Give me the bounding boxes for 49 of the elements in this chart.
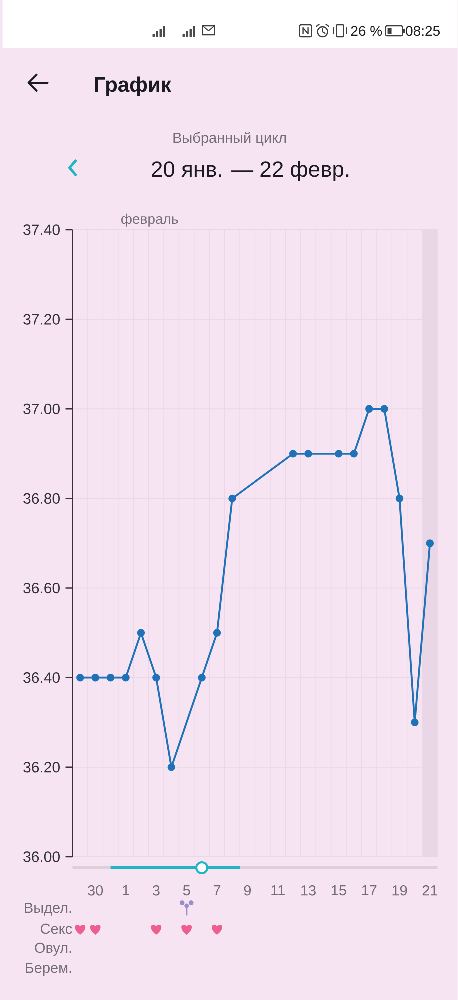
point [228,494,236,503]
x-tick-label: 19 [392,886,408,896]
point [76,674,84,682]
point [168,764,176,772]
text: Выдел. [25,903,72,916]
x-tick-label: 1 [123,886,130,896]
x-tick-label: 13 [302,886,316,896]
text: 20 янв. — 22 февр. [152,161,349,182]
text: февраль [122,214,178,227]
point [396,494,404,503]
point [137,629,146,637]
text: Секс [41,924,72,934]
x-tick-label: 17 [362,886,377,896]
point [426,540,434,548]
x-tick-label: 21 [422,886,438,896]
y-tick-label: 36.00 [24,852,60,862]
y-tick-label: 36.80 [24,493,60,504]
y-tick-label: 37.20 [24,314,60,325]
text: 08:25 [406,26,440,36]
y-tick-label: 37.00 [24,404,60,414]
point [350,450,358,458]
chart-title: График [96,76,172,96]
x-tick-label: 9 [244,886,252,896]
point [411,718,419,726]
point [304,450,312,458]
point [366,405,374,413]
x-tick-label: 15 [332,886,346,896]
point [290,450,298,458]
text: Овул. [35,942,72,956]
x-tick-label: 7 [214,886,221,896]
point [380,405,389,413]
text: 26 % [351,26,382,36]
point [152,674,160,682]
point [198,674,206,682]
point [92,674,100,682]
point [122,674,130,682]
point [107,674,115,682]
point [214,629,222,637]
text: Выбранный цикл [174,132,286,146]
y-tick-label: 36.60 [24,582,60,594]
y-tick-label: 37.40 [24,224,60,236]
y-tick-label: 36.40 [24,672,60,684]
y-tick-label: 36.20 [24,762,60,773]
point [335,450,343,458]
x-tick-label: 5 [184,886,190,896]
x-tick-label: 3 [153,886,160,896]
x-tick-label: 11 [272,886,286,896]
x-tick-label: 30 [88,886,104,896]
text: Берем. [26,963,72,976]
